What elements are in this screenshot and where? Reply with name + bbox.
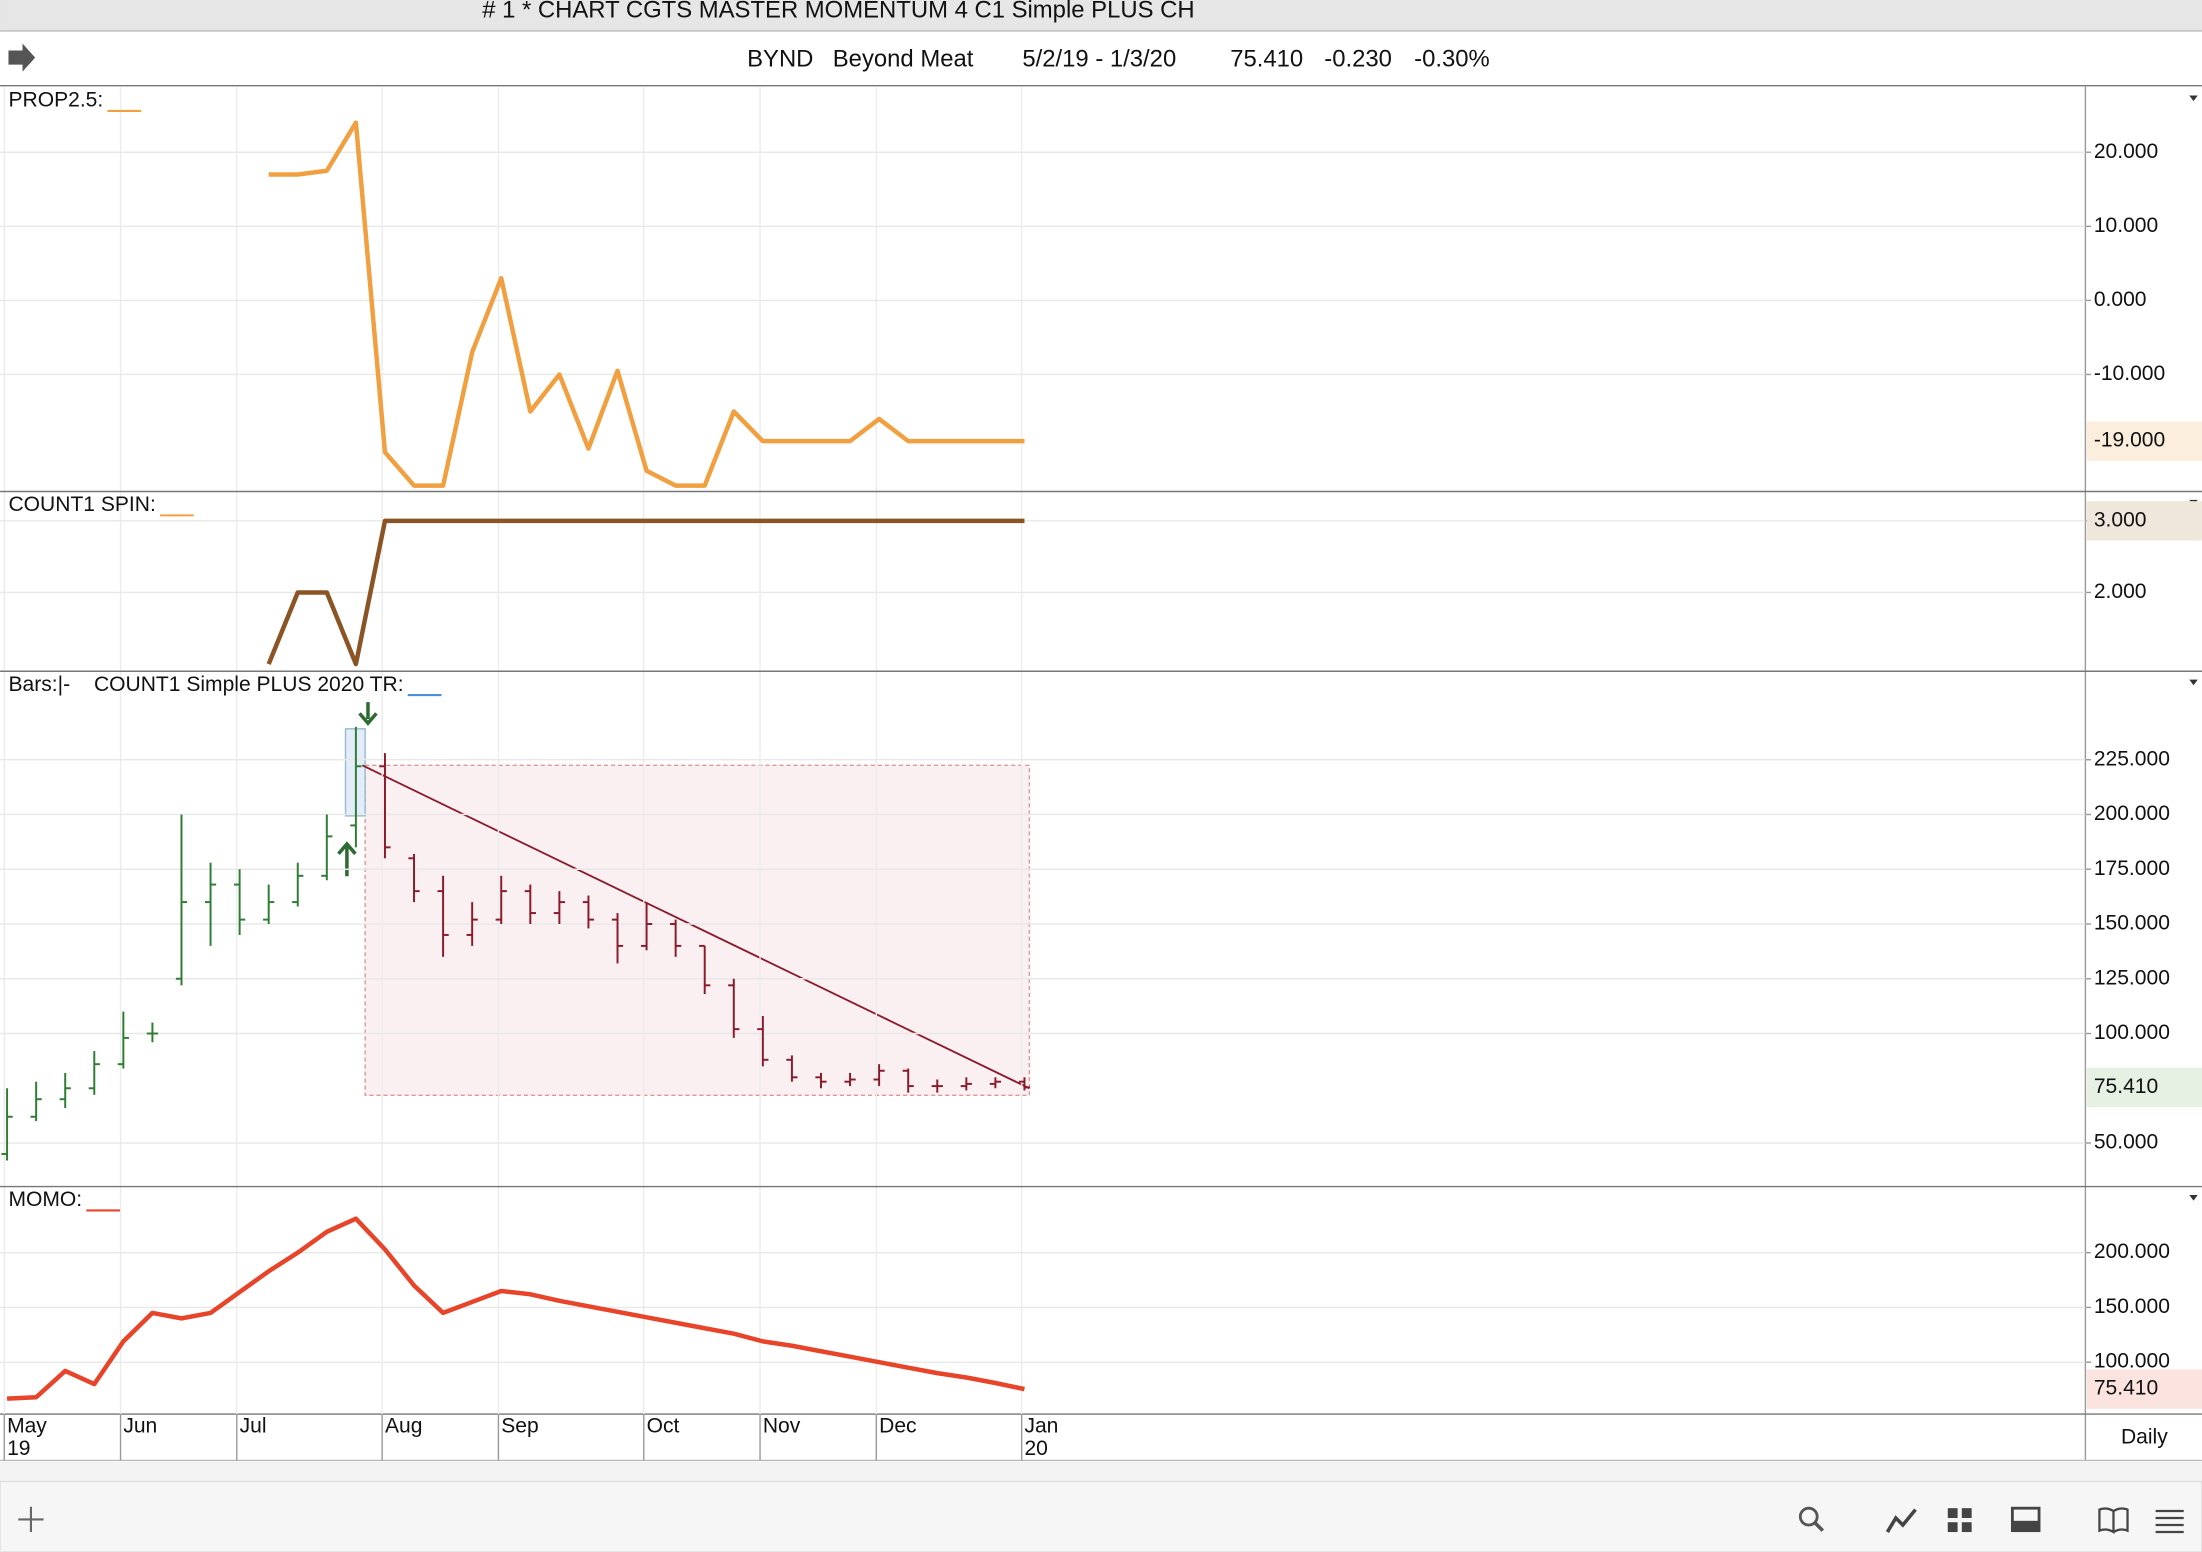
last-value-label: 3.000 <box>2094 508 2147 531</box>
price-change-pct: -0.30% <box>1414 46 1490 73</box>
series-line <box>268 120 1025 488</box>
x-tick-label: Sep <box>501 1414 538 1437</box>
x-tick-label: Aug <box>385 1414 422 1437</box>
last-value-box <box>2086 501 2202 541</box>
up-arrow <box>337 841 357 877</box>
panel-title: Bars:|- <box>8 673 70 696</box>
panel-menu <box>2189 1195 2198 1201</box>
last-value-box <box>2086 421 2202 461</box>
y-tick-label: 200.000 <box>2094 1240 2170 1263</box>
y-tick-label: 100.000 <box>2094 1021 2170 1044</box>
last-value-label: 75.410 <box>2094 1075 2158 1098</box>
last-value-box <box>2086 1369 2202 1409</box>
y-tick-label: 100.000 <box>2094 1350 2170 1373</box>
panel-title: MOMO: <box>8 1188 82 1211</box>
panel-title: PROP2.5: <box>8 89 103 112</box>
y-tick-label: 0.000 <box>2094 288 2147 311</box>
x-tick-label: Jun <box>123 1414 157 1437</box>
legend-label: COUNT1 Simple PLUS 2020 TR: <box>94 673 404 696</box>
x-year-label: 20 <box>1024 1437 1047 1460</box>
last-value-label: 75.410 <box>2094 1377 2158 1400</box>
nav-arrow[interactable] <box>8 43 36 72</box>
spacer <box>0 1461 2202 1482</box>
panel-menu <box>2189 679 2198 686</box>
book-button[interactable] <box>2098 1507 2129 1535</box>
trend-line <box>361 764 1030 1090</box>
series-line <box>266 518 1025 667</box>
x-tick-label: Nov <box>763 1414 801 1437</box>
last-price: 75.410 <box>1230 46 1303 73</box>
window-title: # 1 * CHART CGTS MASTER MOMENTUM 4 C1 Si… <box>482 0 1194 24</box>
company-name: Beyond Meat <box>833 46 974 73</box>
y-tick-label: 125.000 <box>2094 966 2170 989</box>
panel-title: COUNT1 SPIN: <box>8 493 155 516</box>
x-tick-label: Jul <box>240 1414 267 1437</box>
y-tick-label: 2.000 <box>2094 580 2147 603</box>
grid-button[interactable] <box>1947 1508 1972 1533</box>
x-tick-label: Jan <box>1024 1414 1058 1437</box>
last-value-box <box>2086 1067 2202 1108</box>
period[interactable]: Daily <box>2121 1426 2168 1449</box>
price-change: -0.230 <box>1324 46 1392 73</box>
date-range: 5/2/19 - 1/3/20 <box>1022 46 1176 73</box>
last-value-label: -19.000 <box>2094 429 2165 452</box>
x-tick-label: May <box>7 1414 47 1437</box>
title-bar <box>0 0 2202 31</box>
y-tick-label: -10.000 <box>2094 362 2165 385</box>
window-button[interactable] <box>2010 1506 2041 1533</box>
y-tick-label: 10.000 <box>2094 214 2158 237</box>
list-button[interactable] <box>2155 1509 2184 1534</box>
y-tick-label: 150.000 <box>2094 912 2170 935</box>
search-button[interactable] <box>1798 1506 1825 1532</box>
x-tick-label: Dec <box>879 1414 916 1437</box>
y-tick-label: 150.000 <box>2094 1295 2170 1318</box>
y-tick-label: 50.000 <box>2094 1131 2158 1154</box>
y-tick-label: 225.000 <box>2094 747 2170 770</box>
add-button[interactable] <box>18 1506 44 1533</box>
toolbar <box>0 1480 2202 1552</box>
series-line <box>6 1216 1025 1401</box>
panel-menu <box>2189 95 2198 102</box>
symbol: BYND <box>747 46 813 73</box>
down-arrow <box>358 702 378 726</box>
y-tick-label: 200.000 <box>2094 802 2170 825</box>
x-tick-label: Oct <box>647 1414 680 1437</box>
y-tick-label: 175.000 <box>2094 857 2170 880</box>
y-tick-label: 20.000 <box>2094 140 2158 163</box>
x-year-label: 19 <box>7 1437 30 1460</box>
chart-button[interactable] <box>1885 1508 1917 1533</box>
